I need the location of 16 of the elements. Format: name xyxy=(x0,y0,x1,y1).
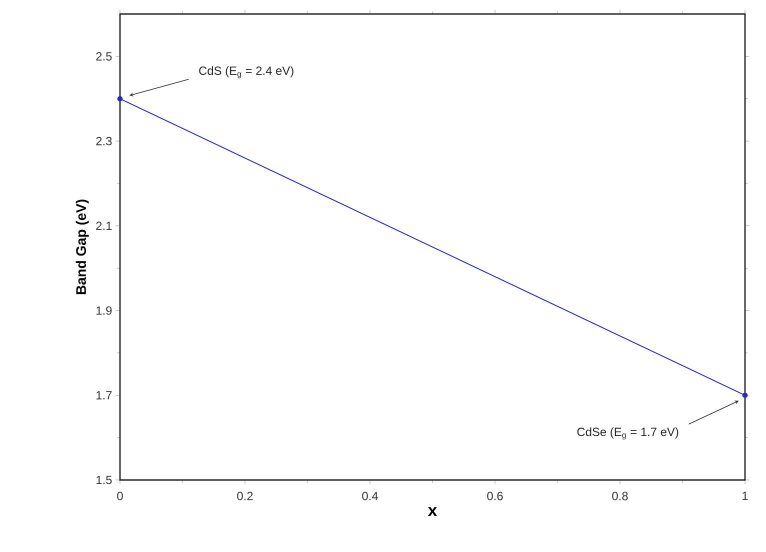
y-tick-label: 2.5 xyxy=(96,52,112,61)
x-tick-label: 0 xyxy=(117,492,123,500)
y-tick-label: 1.9 xyxy=(96,306,112,315)
y-tick-label: 1.7 xyxy=(96,391,112,400)
x-tick-label: 0.8 xyxy=(612,492,628,500)
y-tick-label: 2.3 xyxy=(96,136,112,146)
y-tick-label: 2.1 xyxy=(96,222,112,230)
x-tick-label: 0.6 xyxy=(487,492,503,500)
x-tick-label: 0.4 xyxy=(362,492,378,500)
y-tick-label: 1.5 xyxy=(96,476,112,484)
x-axis-title: x xyxy=(428,507,438,516)
x-tick-label: 0.2 xyxy=(237,492,253,500)
y-axis-title: Band Gap (eV) xyxy=(76,200,89,294)
annotation: CdSe (E$_{g}$ = 1.7 eV) xyxy=(577,427,678,440)
annotation: CdS (E$_{g}$ = 2.4 eV) xyxy=(199,66,294,78)
x-tick-label: 1 xyxy=(742,492,748,500)
